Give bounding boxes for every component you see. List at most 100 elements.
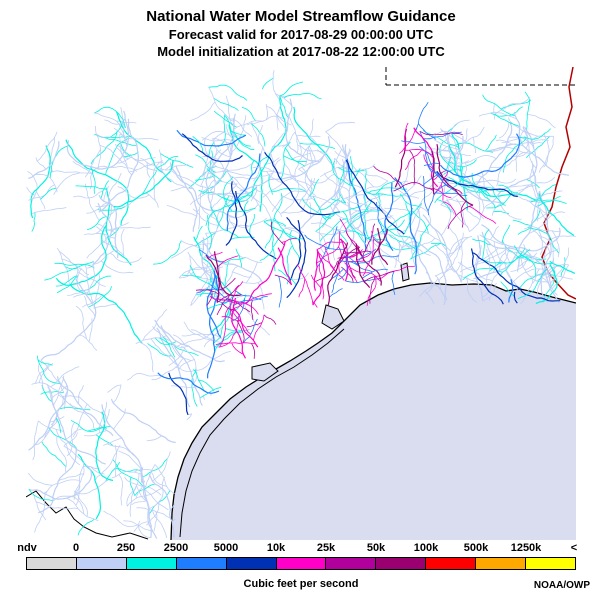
stream-segment: [393, 182, 434, 192]
stream-segment: [129, 476, 136, 496]
color-scale-bar: [26, 557, 576, 570]
stream-segment: [486, 192, 512, 209]
stream-segment: [344, 198, 373, 233]
stream-segment: [160, 153, 194, 168]
stream-segment: [181, 333, 225, 341]
stream-segment: [266, 106, 288, 131]
stream-segment: [148, 473, 175, 538]
stream-segment: [459, 261, 487, 273]
stream-segment: [84, 263, 94, 303]
stream-segment: [539, 190, 563, 198]
stream-segment: [171, 385, 196, 388]
stream-segment: [517, 208, 541, 235]
stream-segment: [138, 520, 151, 539]
stream-segment: [362, 268, 389, 279]
stream-segment: [213, 97, 239, 111]
stream-segment: [95, 411, 114, 482]
stream-segment: [478, 111, 518, 120]
stream-segment: [272, 188, 308, 193]
stream-segment: [221, 302, 236, 311]
stream-segment: [243, 200, 249, 216]
stream-segment: [423, 154, 435, 171]
stream-segment: [51, 495, 85, 515]
stream-segment: [472, 137, 476, 154]
stream-segment: [526, 179, 540, 189]
stream-segment: [209, 295, 245, 304]
stream-segment: [72, 403, 88, 438]
stream-segment: [486, 249, 491, 288]
stream-segment: [226, 123, 236, 142]
stream-segment: [233, 120, 264, 130]
stream-segment: [153, 511, 158, 532]
stream-segment: [411, 223, 430, 260]
stream-segment: [528, 211, 566, 235]
stream-segment: [218, 316, 240, 348]
stream-segment: [46, 384, 58, 426]
stream-segment: [170, 343, 192, 361]
stream-segment: [171, 518, 176, 522]
stream-segment: [57, 473, 84, 483]
stream-segment: [226, 153, 261, 232]
river-network: [26, 70, 576, 539]
stream-segment: [34, 414, 59, 446]
stream-segment: [434, 268, 454, 277]
stream-segment: [524, 213, 552, 230]
stream-segment: [435, 275, 442, 291]
stream-segment: [524, 91, 531, 131]
stream-segment: [84, 149, 101, 178]
stream-segment: [200, 240, 264, 285]
stream-segment: [141, 170, 157, 195]
stream-segment: [313, 251, 319, 291]
stream-segment: [187, 251, 215, 275]
stream-segment: [268, 175, 273, 195]
stream-segment: [309, 178, 320, 197]
stream-segment: [370, 239, 406, 268]
stream-segment: [530, 184, 557, 203]
stream-segment: [376, 239, 388, 274]
stream-segment: [482, 259, 502, 264]
stream-segment: [315, 212, 337, 232]
stream-segment: [180, 345, 198, 384]
stream-segment: [309, 202, 312, 218]
stream-segment: [199, 249, 224, 262]
stream-segment: [264, 151, 340, 216]
stream-segment: [31, 207, 67, 215]
stream-segment: [56, 275, 79, 294]
stream-segment: [50, 366, 80, 388]
legend-label-1250k: 1250k: [510, 542, 542, 554]
legend-label-0: 0: [72, 542, 80, 554]
color-scale-box-9: [476, 558, 527, 569]
stream-segment: [496, 167, 503, 187]
stream-segment: [41, 385, 53, 403]
stream-segment: [332, 184, 340, 216]
stream-segment: [192, 208, 219, 226]
stream-segment: [249, 214, 255, 237]
stream-segment: [384, 207, 412, 213]
stream-segment: [175, 165, 198, 232]
stream-segment: [37, 363, 45, 391]
stream-segment: [335, 149, 342, 165]
color-scale-box-5: [276, 558, 327, 569]
stream-segment: [316, 251, 336, 273]
stream-segment: [114, 444, 118, 477]
stream-segment: [191, 329, 217, 342]
stream-segment: [304, 234, 345, 251]
stream-segment: [309, 195, 341, 213]
map-title: National Water Model Streamflow Guidance: [146, 8, 456, 25]
stream-segment: [482, 259, 501, 298]
stream-segment: [154, 319, 203, 406]
stream-segment: [376, 201, 386, 237]
stream-segment: [231, 293, 272, 311]
stream-segment: [250, 186, 258, 202]
stream-segment: [329, 205, 353, 228]
stream-segment: [102, 408, 110, 428]
stream-segment: [139, 470, 158, 539]
stream-segment: [54, 261, 94, 266]
stream-segment: [107, 384, 122, 393]
stream-segment: [34, 363, 50, 384]
stream-segment: [252, 166, 284, 173]
stream-segment: [82, 465, 99, 470]
stream-segment: [498, 196, 522, 220]
stream-segment: [207, 141, 215, 157]
stream-segment: [289, 220, 302, 282]
